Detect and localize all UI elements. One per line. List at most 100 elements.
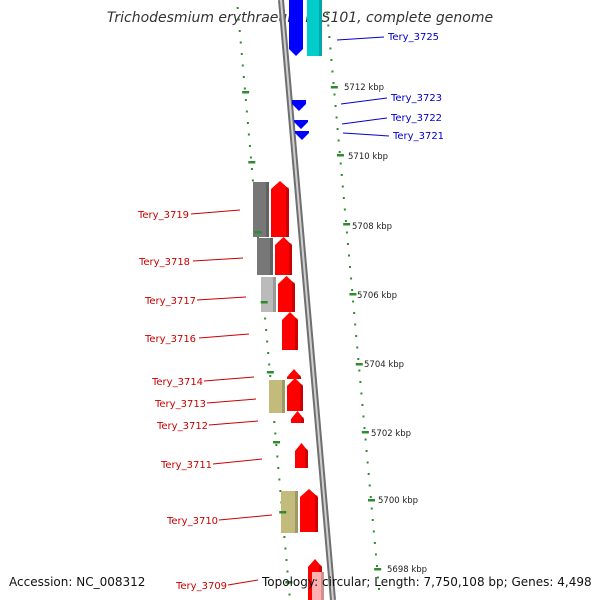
ruler-tick — [374, 568, 382, 571]
forward-gene-3714 — [287, 369, 301, 379]
ruler-tick — [355, 363, 363, 366]
ruler-ticks — [242, 86, 382, 584]
track-dot — [366, 461, 369, 464]
forward-gene-3711 — [295, 443, 308, 468]
track-dot — [242, 76, 245, 78]
lightgray-feature-3717-shade — [273, 277, 276, 312]
gene-label: Tery_3717 — [144, 296, 196, 307]
forward-gene-3713-shade — [300, 384, 303, 411]
forward-gene-3713 — [287, 378, 303, 411]
track-dot — [276, 455, 279, 458]
track-dot — [347, 254, 350, 257]
track-dot — [328, 36, 331, 38]
track-dot — [245, 110, 248, 113]
track-dot — [335, 116, 338, 119]
ruler-tick — [279, 511, 287, 514]
leader-line — [218, 514, 273, 521]
ruler-tick — [368, 499, 375, 502]
track-dot — [283, 536, 286, 538]
track-dot — [327, 24, 330, 27]
gray-feature-3719 — [253, 182, 269, 237]
track-dot — [341, 185, 344, 188]
track-dot — [349, 266, 352, 268]
forward-gene-3716-shade — [295, 318, 298, 350]
track-dot — [343, 208, 346, 211]
track-dot — [284, 547, 287, 550]
track-dot — [267, 352, 270, 354]
track-dot — [246, 122, 249, 124]
track-dot — [329, 47, 332, 50]
track-dot — [337, 139, 340, 142]
track-dot — [249, 156, 252, 159]
track-dot — [374, 553, 377, 556]
cyan-feature-3725-shade — [319, 0, 322, 56]
leader-line — [340, 97, 388, 105]
gene-label: Tery_3713 — [154, 399, 206, 410]
leader-line — [212, 458, 263, 465]
ruler-tick — [248, 161, 256, 164]
ruler-tick — [273, 441, 281, 444]
track-dot — [288, 593, 291, 596]
light-feature-3709-shade — [321, 572, 324, 600]
reverse-gene-3723 — [292, 100, 306, 111]
track-dot — [344, 220, 347, 222]
scale-label: 5698 kbp — [387, 565, 427, 575]
track-dot — [333, 93, 336, 96]
track-dot — [339, 162, 342, 165]
track-dot — [330, 59, 333, 61]
track-dot — [359, 381, 362, 383]
leader-line — [192, 257, 244, 262]
track-dot — [351, 289, 354, 291]
track-dot — [378, 588, 381, 590]
reverse-gene-3725 — [289, 0, 303, 56]
gene-label: Tery_3718 — [138, 257, 190, 268]
map-labels: 5712 kbp 5710 kbp 5708 kbp 5706 kbp 5704 kbp… — [137, 32, 444, 592]
gene-label: Tery_3712 — [156, 421, 208, 432]
track-dot — [265, 329, 268, 331]
track-dot — [326, 13, 329, 15]
track-dot — [241, 64, 244, 67]
accession-label: Accession: NC_008312 — [9, 575, 146, 589]
ruler-tick — [336, 154, 344, 157]
gray-feature-3718 — [257, 238, 273, 275]
track-dot — [376, 576, 379, 579]
leader-line — [196, 296, 247, 301]
track-dot — [355, 335, 358, 337]
track-dot — [358, 369, 361, 372]
cyan-feature-3725 — [307, 0, 322, 56]
track-dot — [268, 363, 271, 366]
ruler-tick — [343, 223, 351, 226]
ruler-tick — [266, 371, 274, 374]
track-dot — [332, 82, 335, 84]
scale-label: 5710 kbp — [348, 152, 388, 162]
forward-gene-3710-shade — [315, 495, 318, 532]
olive-feature-3710-shade — [295, 491, 298, 533]
leader-line — [336, 36, 385, 41]
track-dot — [331, 70, 334, 73]
track-dot — [243, 87, 246, 90]
forward-gene-3714-shade — [298, 375, 301, 379]
leader-line — [198, 333, 250, 339]
track-dot — [248, 145, 251, 147]
track-dot — [362, 415, 365, 418]
track-dot — [364, 438, 367, 441]
scale-label: 5700 kbp — [378, 496, 418, 506]
ruler-tick — [330, 86, 338, 89]
track-dot — [354, 323, 357, 326]
track-dot — [345, 231, 348, 234]
track-dot — [278, 478, 281, 481]
track-dot — [365, 450, 368, 452]
track-dot — [239, 41, 242, 44]
ruler-tick — [260, 301, 268, 304]
scale-label: 5704 kbp — [364, 360, 404, 370]
track-dot — [375, 565, 378, 567]
reverse-gene-3721 — [295, 131, 309, 140]
track-dot — [279, 490, 282, 492]
track-dot — [363, 427, 366, 429]
scale-label: 5712 kbp — [344, 83, 384, 93]
track-dot — [236, 7, 239, 9]
track-dot — [334, 105, 337, 107]
leader-line — [227, 579, 259, 586]
